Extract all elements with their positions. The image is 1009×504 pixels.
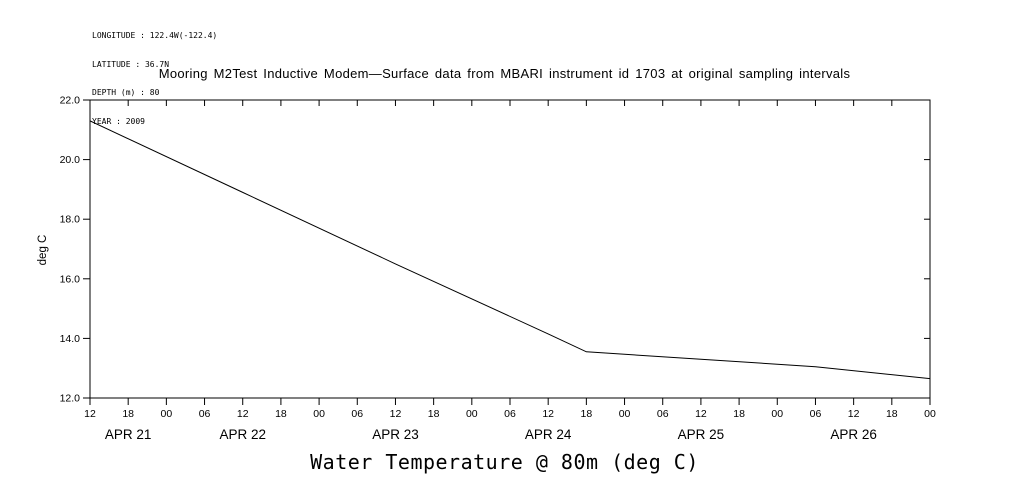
- x-tick-label: 00: [313, 408, 325, 420]
- metadata-year: YEAR : 2009: [92, 116, 145, 126]
- x-tick-label: 06: [657, 408, 669, 420]
- chart-title: Mooring M2Test Inductive Modem—Surface d…: [158, 66, 851, 81]
- date-label: APR 26: [830, 427, 877, 442]
- x-tick-label: 12: [390, 408, 402, 420]
- date-labels: APR 21 APR 22 APR 23 APR 24 APR 25 APR 26: [105, 427, 877, 442]
- x-tick-label: 18: [581, 408, 593, 420]
- x-tick-label: 18: [275, 408, 287, 420]
- x-tick-label: 06: [351, 408, 363, 420]
- x-tick-label: 00: [771, 408, 783, 420]
- y-tick-label: 12.0: [60, 393, 81, 405]
- date-label: APR 23: [372, 427, 419, 442]
- x-tick-label: 06: [199, 408, 211, 420]
- date-label: APR 25: [678, 427, 725, 442]
- x-tick-label: 00: [466, 408, 478, 420]
- x-tick-label: 00: [619, 408, 631, 420]
- metadata-longitude: LONGITUDE : 122.4W(-122.4): [92, 31, 218, 40]
- y-tick-label: 14.0: [60, 333, 81, 345]
- date-label: APR 21: [105, 427, 152, 442]
- x-tick-label: 18: [886, 408, 898, 420]
- x-tick-label: 12: [695, 408, 707, 420]
- plot-frame: [89, 99, 931, 399]
- date-label: APR 24: [525, 427, 572, 442]
- x-tick-label: 12: [848, 408, 860, 420]
- date-label: APR 22: [219, 427, 266, 442]
- y-axis-ticks: 12.0 14.0 16.0 18.0 20.0 22.0: [60, 95, 930, 405]
- x-tick-label: 18: [428, 408, 440, 420]
- x-tick-label: 18: [733, 408, 745, 420]
- x-tick-label: 12: [84, 408, 96, 420]
- metadata-depth: DEPTH (m) : 80: [92, 88, 160, 97]
- x-tick-label: 06: [810, 408, 822, 420]
- temperature-series-line: [89, 120, 931, 380]
- x-tick-label: 12: [542, 408, 554, 420]
- x-tick-label: 00: [924, 408, 936, 420]
- metadata-block: LONGITUDE : 122.4W(-122.4) LATITUDE : 36…: [92, 12, 217, 145]
- bottom-title: Water Temperature @ 80m (deg C): [310, 450, 699, 474]
- metadata-latitude: LATITUDE : 36.7N: [92, 59, 170, 69]
- y-tick-label: 20.0: [60, 154, 81, 166]
- x-tick-label: 00: [161, 408, 173, 420]
- x-tick-label: 18: [122, 408, 134, 420]
- y-tick-label: 22.0: [60, 95, 81, 107]
- y-axis-label: deg C: [37, 234, 49, 266]
- y-tick-label: 18.0: [60, 214, 81, 226]
- x-tick-label: 06: [504, 408, 516, 420]
- y-tick-label: 16.0: [60, 273, 81, 285]
- x-tick-label: 12: [237, 408, 249, 420]
- x-axis-ticks: 12 18 00 06 12 18 00 06 12 18 00 06 12 18 00 06 12 18 00 06…: [84, 100, 936, 420]
